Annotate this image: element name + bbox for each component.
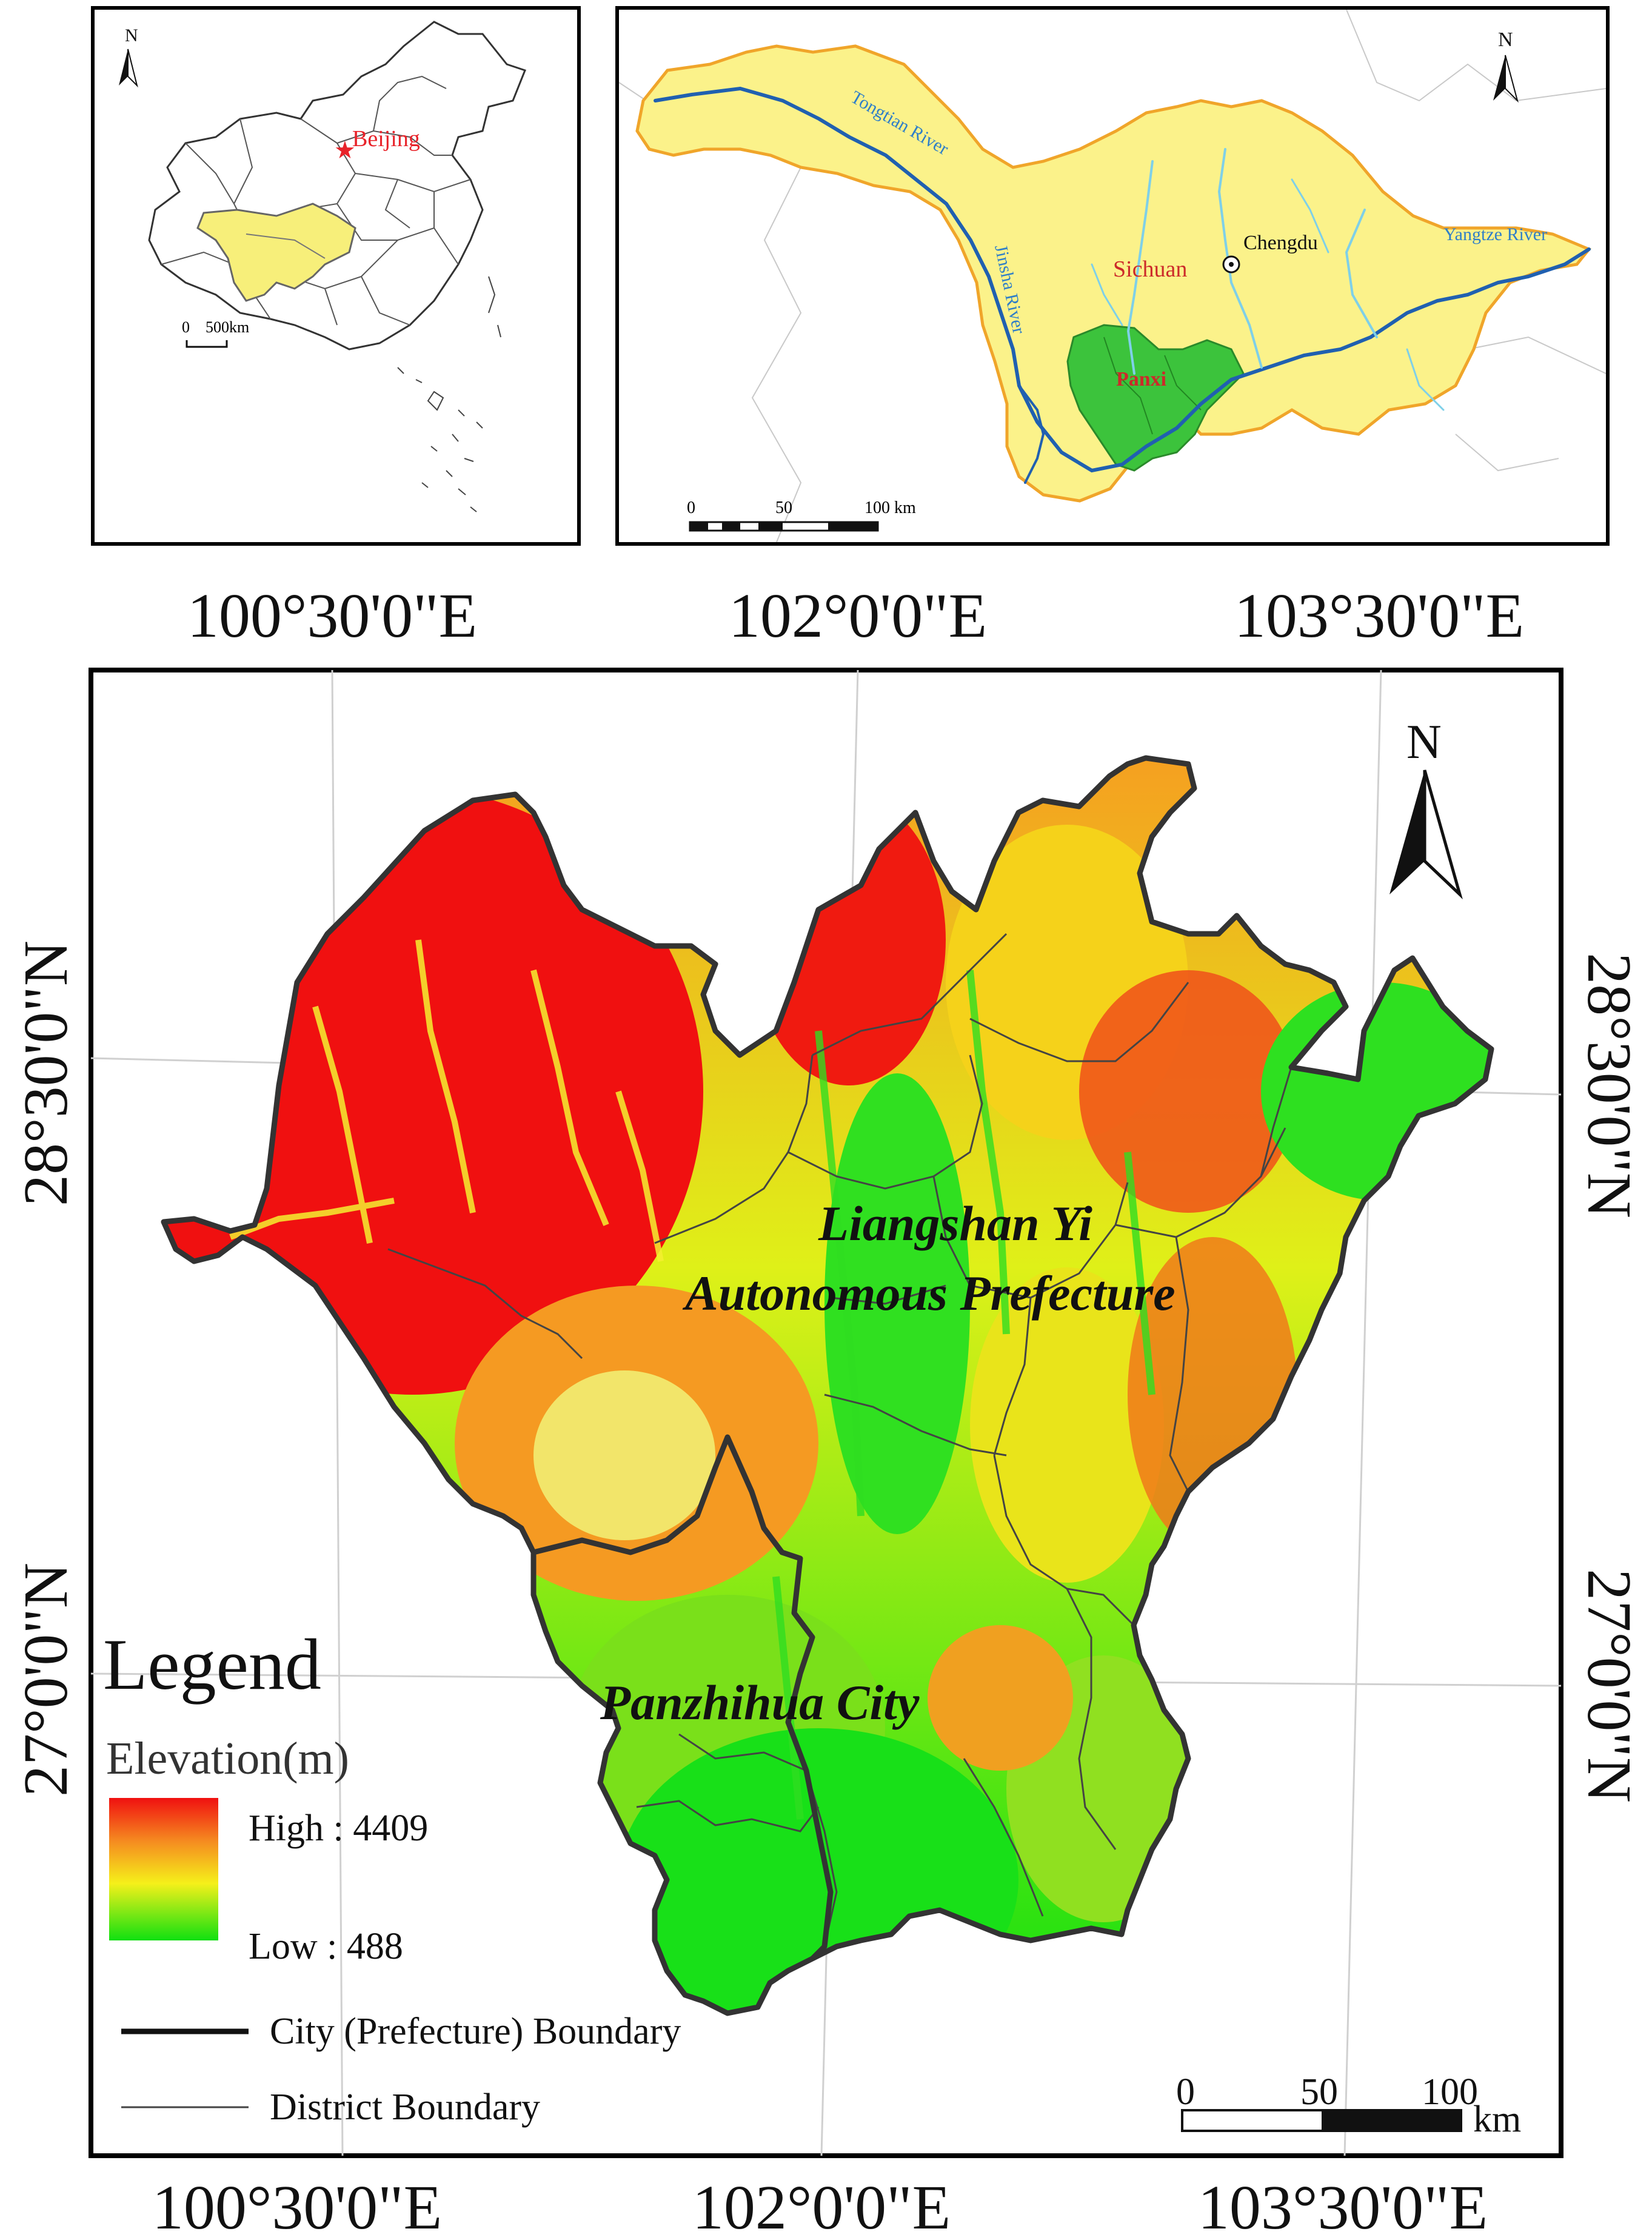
capital-star-icon: ★	[334, 136, 356, 164]
main-map: Liangshan Yi Autonomous Prefecture Panzh…	[11, 581, 1644, 2240]
legend-low-label: Low : 488	[249, 1926, 403, 1967]
city-boundaries	[161, 755, 1494, 2016]
china-inset-map: ★ Beijing N 0 500km	[119, 21, 526, 512]
lon-label-top-3: 103°30'0"E	[1234, 581, 1524, 651]
lon-label-bottom-3: 103°30'0"E	[1198, 2173, 1488, 2240]
china-scale-bar: 0 500km	[182, 318, 249, 348]
main-river	[654, 86, 1591, 473]
svg-text:100 km: 100 km	[864, 498, 916, 517]
legend-city-boundary-label: City (Prefecture) Boundary	[270, 2011, 681, 2052]
rivers	[654, 86, 1591, 484]
city-label-chengdu: Chengdu	[1243, 232, 1318, 254]
legend-color-ramp	[109, 1798, 218, 1940]
svg-text:100: 100	[1422, 2071, 1478, 2113]
legend-high-label: High : 4409	[249, 1808, 428, 1849]
province-label: Sichuan	[1113, 257, 1187, 282]
north-arrow-icon: N	[1389, 716, 1463, 900]
lon-label-top-2: 102°0'0"E	[729, 581, 987, 651]
sichuan-scale-bar: 0 50 100 km	[687, 498, 916, 532]
sichuan-inset-map: Tongtian River Jinsha River Yangtze Rive…	[618, 9, 1607, 543]
svg-text:50: 50	[775, 498, 792, 517]
islands	[397, 276, 501, 512]
svg-text:0: 0	[182, 318, 190, 336]
sichuan-region	[196, 203, 356, 302]
region-label-panxi: Panxi	[1116, 368, 1166, 391]
lat-label-left-2: 27°0'0"N	[11, 1563, 81, 1797]
lon-label-bottom-1: 100°30'0"E	[152, 2173, 442, 2240]
svg-text:50: 50	[1300, 2071, 1338, 2113]
river-label-yangtze: Yangtze River	[1443, 224, 1547, 244]
china-inset: ★ Beijing N 0 500km	[91, 6, 581, 546]
north-arrow-icon: N	[119, 25, 138, 88]
svg-text:N: N	[125, 25, 138, 45]
district-boundaries	[387, 933, 1293, 1947]
svg-text:0: 0	[687, 498, 695, 517]
svg-text:N: N	[1498, 29, 1513, 51]
legend: Legend Elevation(m) High : 4409 Low : 48…	[103, 1624, 681, 2128]
svg-text:N: N	[1406, 716, 1442, 769]
lon-label-top-1: 100°30'0"E	[187, 581, 477, 651]
legend-elevation-title: Elevation(m)	[106, 1733, 349, 1784]
north-arrow-icon: N	[1493, 29, 1519, 103]
lat-label-right-1: 28°30'0"N	[1574, 953, 1644, 1218]
legend-title: Legend	[103, 1624, 321, 1705]
region-label-liangshan-line2: Autonomous Prefecture	[682, 1266, 1175, 1321]
lat-label-left-1: 28°30'0"N	[11, 941, 81, 1206]
lat-label-right-2: 27°0'0"N	[1574, 1569, 1644, 1803]
capital-label: Beijing	[352, 126, 420, 152]
svg-text:km: km	[1473, 2099, 1521, 2140]
region-label-liangshan-line1: Liangshan Yi	[818, 1196, 1092, 1251]
lon-label-bottom-2: 102°0'0"E	[692, 2173, 951, 2240]
china-outline	[148, 21, 526, 350]
main-scale-bar: 0 50 100 km	[1176, 2071, 1521, 2140]
svg-text:0: 0	[1176, 2071, 1195, 2113]
region-label-panzhihua: Panzhihua City	[600, 1675, 920, 1730]
svg-text:500km: 500km	[206, 318, 249, 336]
sichuan-province	[635, 44, 1592, 503]
legend-district-boundary-label: District Boundary	[270, 2087, 540, 2128]
sichuan-inset: Tongtian River Jinsha River Yangtze Rive…	[615, 6, 1610, 546]
